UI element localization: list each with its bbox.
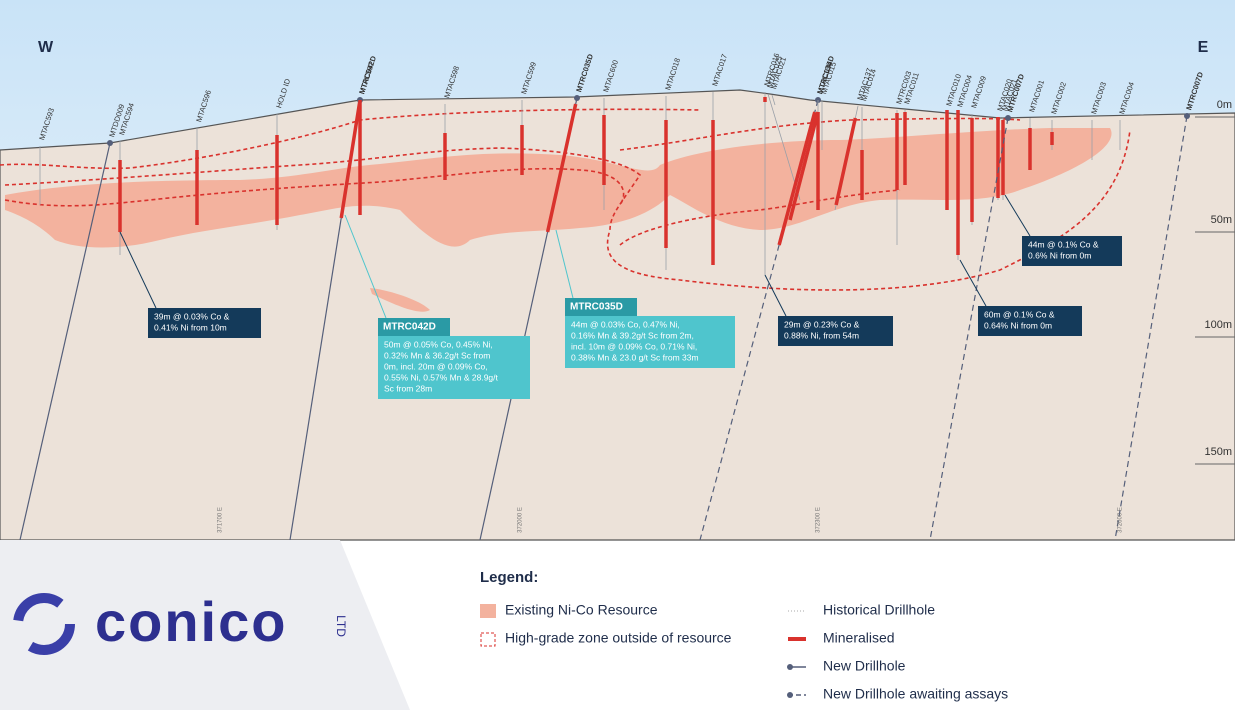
mineralised — [545, 103, 578, 233]
depth-label: 50m — [1211, 214, 1232, 226]
high-grade-zone — [4, 117, 1021, 207]
logo: conico LTD — [13, 590, 348, 655]
callout-text: 44m @ 0.1% Co & — [1028, 239, 1099, 249]
leader — [555, 229, 574, 299]
callout-text: 0.32% Mn & 36.2g/t Sc from — [384, 350, 490, 360]
easting-label: 372600 E — [1118, 507, 1124, 533]
depth-label: 150m — [1204, 446, 1232, 458]
legend-swatch — [480, 604, 496, 618]
callout-box — [378, 336, 530, 399]
callout-box — [978, 306, 1082, 336]
mineralised — [834, 117, 858, 206]
collar — [107, 140, 113, 146]
callout-title: MTRC042D — [383, 322, 436, 333]
callout-box — [148, 308, 261, 338]
callout-text: 0.41% Ni from 10m — [154, 322, 227, 332]
legend-item: High-grade zone outside of resource — [505, 630, 732, 646]
legend-item: New Drillhole — [823, 658, 906, 674]
east: E — [1198, 39, 1209, 56]
callout-box — [778, 316, 893, 346]
legend-item: Historical Drillhole — [823, 602, 935, 618]
leader — [959, 259, 987, 307]
callout-text: 0.88% Ni, from 54m — [784, 330, 859, 340]
legend-swatch — [787, 664, 793, 670]
callout-text: 50m @ 0.05% Co, 0.45% Ni, — [384, 339, 493, 349]
west: W — [38, 39, 54, 56]
logo-name: conico — [95, 590, 287, 653]
callout-text: 0.64% Ni from 0m — [984, 320, 1052, 330]
collar — [1005, 115, 1011, 121]
easting-label: 372000 E — [518, 507, 524, 533]
callout-title-box — [378, 318, 450, 336]
drillhole — [19, 142, 111, 541]
callout-title: MTRC035D — [570, 302, 623, 313]
callout-title-box — [565, 298, 637, 316]
callout-box — [565, 316, 735, 368]
legend-item: Mineralised — [823, 630, 895, 646]
drillhole — [771, 94, 776, 106]
leader — [344, 214, 387, 319]
drillhole — [1114, 115, 1188, 541]
callout-text: 0.6% Ni from 0m — [1028, 250, 1091, 260]
resource — [370, 288, 430, 312]
depth-label: 100m — [1204, 319, 1232, 331]
legend-swatch — [787, 692, 793, 698]
callout-text: 0m, incl. 20m @ 0.09% Co, — [384, 361, 488, 371]
leader — [1004, 194, 1031, 237]
callout-text: Sc from 28m — [384, 383, 432, 393]
callout-text: 0.16% Mn & 39.2g/t Sc from 2m, — [571, 330, 694, 340]
drillhole — [929, 117, 1009, 541]
logo-suffix: LTD — [334, 615, 348, 637]
depth-label: 0m — [1217, 99, 1232, 111]
mineralised — [788, 111, 820, 221]
easting-label: 371700 E — [218, 507, 224, 533]
mineralised — [339, 99, 362, 219]
mineralised — [777, 111, 817, 246]
callout-text: 0.38% Mn & 23.0 g/t Sc from 33m — [571, 352, 699, 362]
callout-text: 29m @ 0.23% Co & — [784, 319, 860, 329]
callout-text: 39m @ 0.03% Co & — [154, 311, 230, 321]
high-grade-zone — [0, 108, 1131, 291]
legend-swatch — [480, 632, 496, 647]
logo-mark — [13, 593, 75, 655]
leader — [764, 274, 787, 317]
collar — [1184, 113, 1190, 119]
logo-panel — [0, 540, 410, 710]
callout-text: incl. 10m @ 0.09% Co, 0.71% Ni, — [571, 341, 697, 351]
callout-box — [1022, 236, 1122, 266]
legend-item: Existing Ni-Co Resource — [505, 602, 658, 618]
leader — [119, 231, 157, 309]
callout-text: 44m @ 0.03% Co, 0.47% Ni, — [571, 319, 680, 329]
easting-label: 372300 E — [816, 507, 822, 533]
legend-item: New Drillhole awaiting assays — [823, 686, 1008, 702]
callout-text: 0.55% Ni, 0.57% Mn & 28.9g/t — [384, 372, 499, 382]
legend-title: Legend: — [480, 569, 538, 586]
collar — [574, 95, 580, 101]
callout-text: 60m @ 0.1% Co & — [984, 309, 1055, 319]
